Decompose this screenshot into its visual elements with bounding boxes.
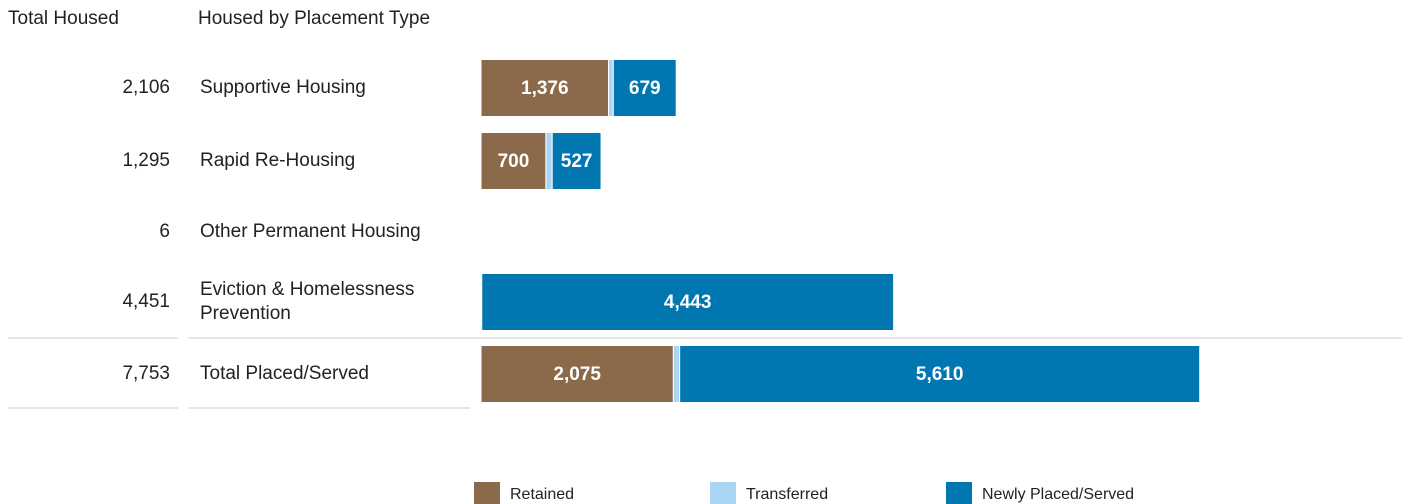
bar-segment: [480, 59, 610, 117]
column-header: Total Housed: [8, 8, 119, 29]
bar-segment: [551, 132, 602, 190]
category-label: Other Permanent Housing: [200, 221, 421, 242]
total-label: 4,451: [122, 291, 170, 312]
bar-segment: [480, 203, 483, 261]
bar-segment: [545, 132, 553, 190]
bar-segment: [608, 59, 614, 117]
legend-swatch: [474, 482, 500, 504]
bar-segment: [612, 59, 677, 117]
total-label: 1,295: [122, 150, 170, 171]
bar-segment: [481, 273, 895, 331]
total-label: 7,753: [122, 363, 170, 384]
legend-label: Transferred: [746, 486, 828, 503]
category-label: Eviction & Homelessness Prevention: [200, 279, 415, 324]
value-label: 2,075: [553, 364, 601, 385]
bar-segment: [672, 345, 681, 403]
category-label: Supportive Housing: [200, 77, 366, 98]
category-label: Total Placed/Served: [200, 363, 369, 384]
legend-label: Retained: [510, 486, 574, 503]
legend-swatch: [710, 482, 736, 504]
value-label: 5,610: [916, 364, 964, 385]
column-header: Housed by Placement Type: [198, 8, 431, 29]
value-label: 4,443: [664, 292, 712, 313]
legend-label: Newly Placed/Served: [982, 486, 1134, 503]
value-label: 1,376: [521, 78, 569, 99]
value-label: 527: [561, 151, 593, 172]
value-label: 679: [629, 78, 661, 99]
total-label: 6: [159, 221, 170, 242]
legend-swatch: [946, 482, 972, 504]
bar-segment: [679, 345, 1201, 403]
bar-segment: [480, 345, 674, 403]
category-label: Rapid Re-Housing: [200, 150, 356, 171]
total-label: 2,106: [122, 77, 170, 98]
value-label: 700: [498, 151, 530, 172]
